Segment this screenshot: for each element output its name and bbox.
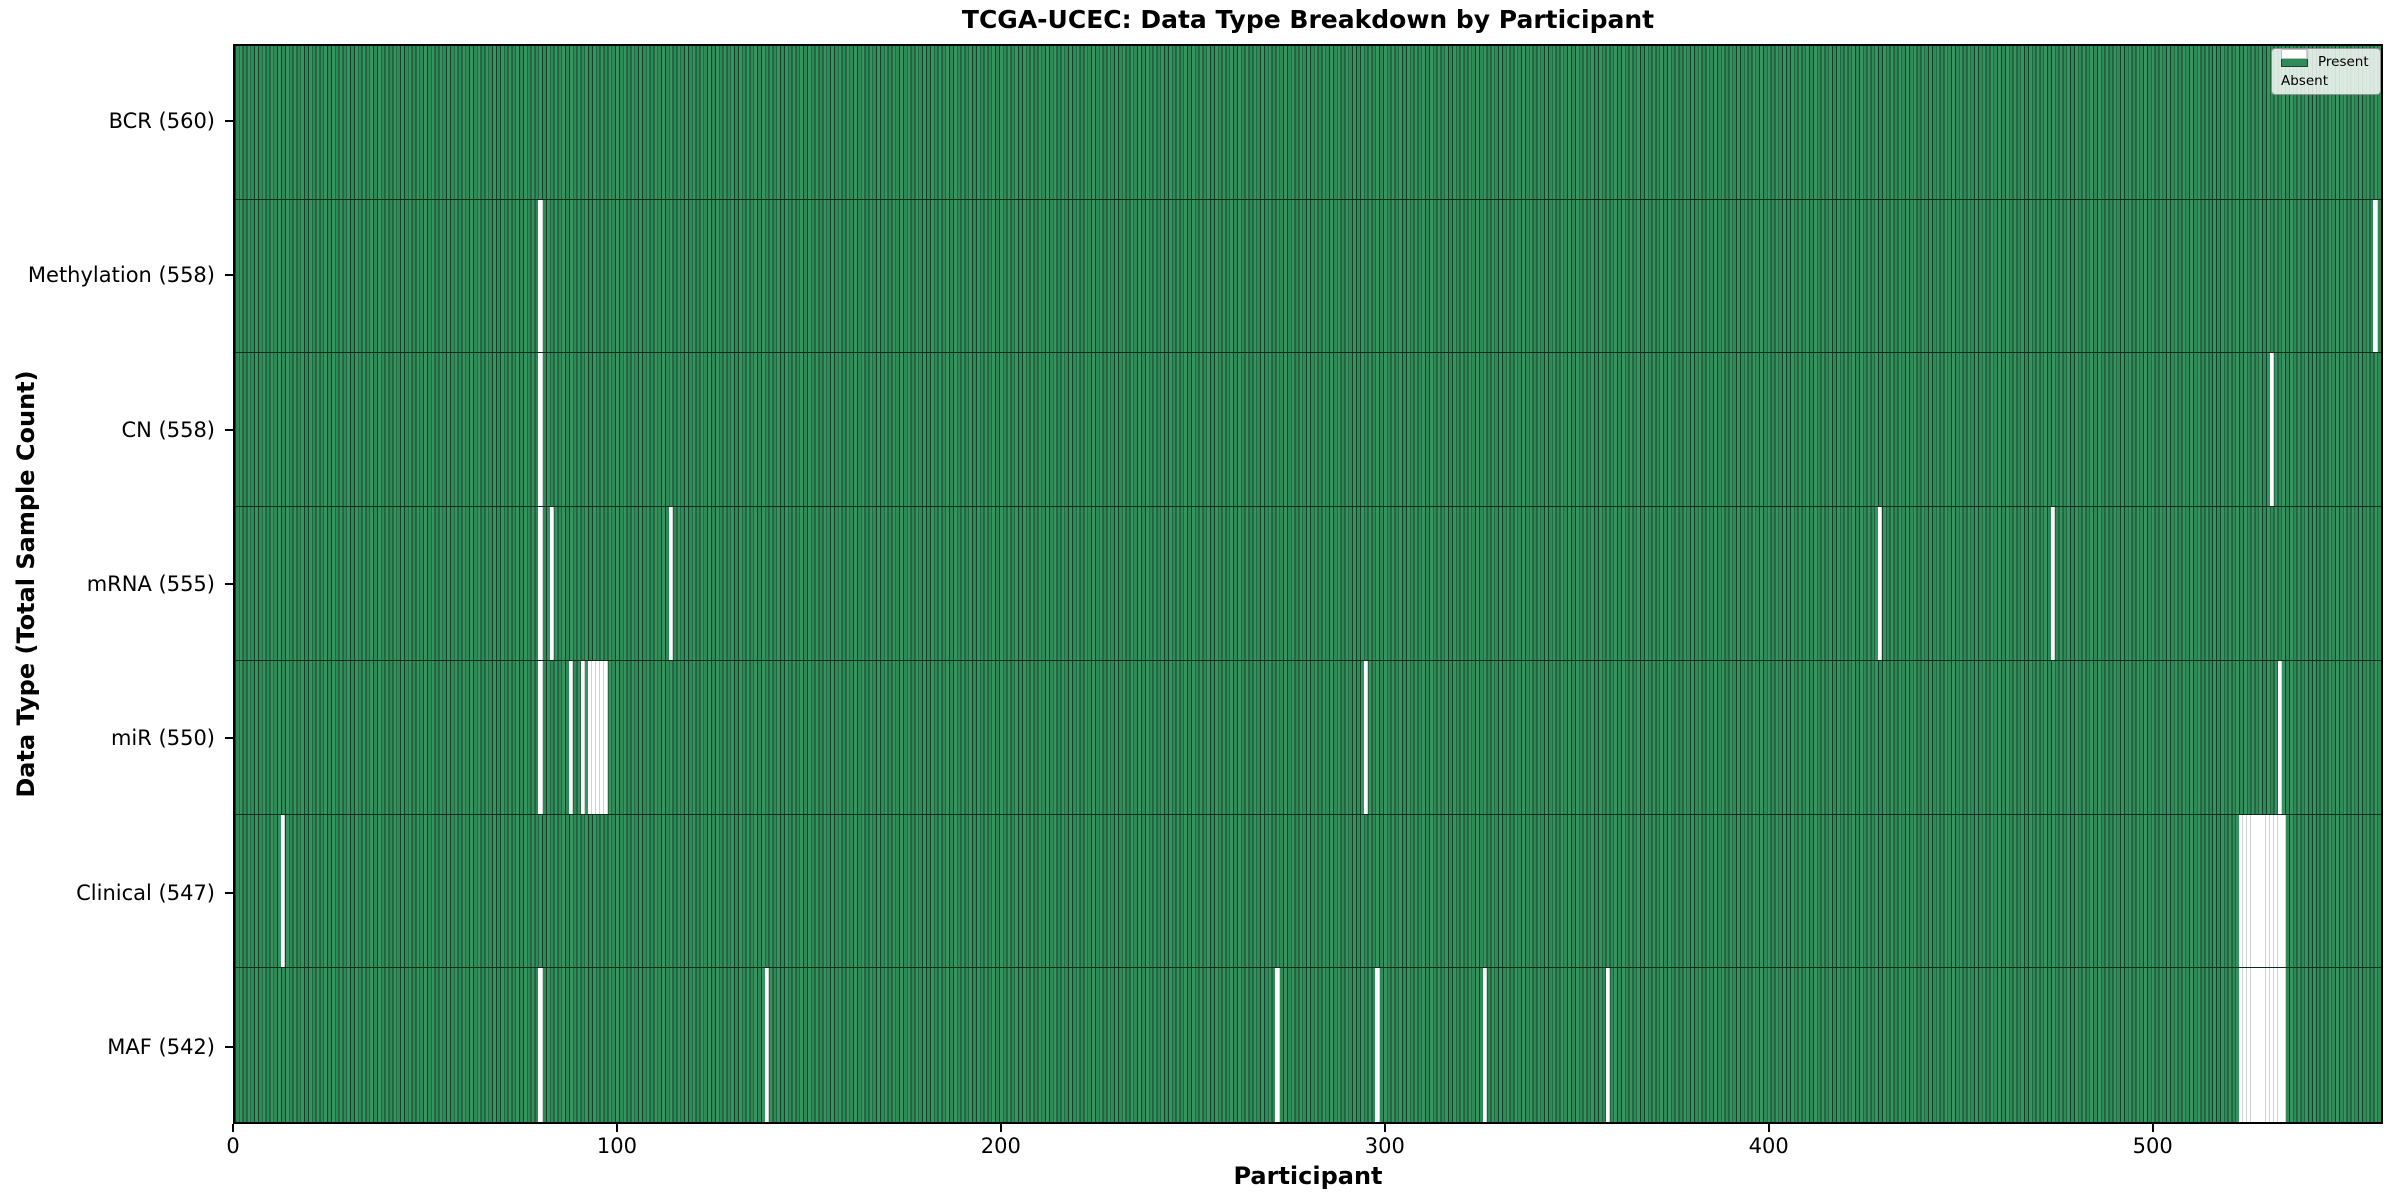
y-tick-mark — [225, 1045, 233, 1048]
x-axis-label: Participant — [1233, 1162, 1383, 1190]
absent-mark — [1363, 660, 1368, 814]
x-tick-label: 300 — [1364, 1134, 1405, 1158]
absent-mark — [1482, 968, 1487, 1122]
absent-mark — [538, 660, 543, 814]
absent-mark — [2269, 968, 2275, 1122]
absent-mark — [2262, 968, 2267, 1122]
absent-mark — [2239, 968, 2244, 1122]
absent-mark — [2373, 199, 2378, 353]
absent-mark — [603, 660, 608, 814]
legend: Present Absent — [2271, 48, 2381, 95]
absent-mark — [538, 507, 543, 660]
row-clinical — [235, 814, 2381, 969]
y-tick-mark — [225, 891, 233, 894]
x-tick-mark — [1767, 1124, 1770, 1132]
absent-mark — [2258, 814, 2263, 968]
y-tick-label: Methylation (558) — [27, 263, 215, 288]
absent-mark — [595, 660, 601, 814]
row-mrna — [235, 507, 2381, 661]
legend-label: Present — [2318, 54, 2369, 70]
y-tick-mark — [225, 583, 233, 585]
absent-mark — [580, 660, 585, 814]
absent-mark — [2277, 968, 2282, 1122]
row-bcr — [235, 46, 2381, 200]
absent-mark — [2269, 353, 2275, 507]
absent-mark — [2273, 814, 2278, 968]
y-axis-label: Data Type (Total Sample Count) — [12, 370, 40, 798]
y-tick-label: MAF (542) — [107, 1034, 215, 1059]
absent-mark — [1878, 507, 1883, 660]
absent-mark — [2277, 814, 2282, 968]
absent-mark — [588, 660, 593, 814]
x-tick-label: 100 — [596, 1134, 637, 1158]
y-tick-label: Clinical (547) — [76, 880, 215, 905]
y-tick-label: BCR (560) — [108, 109, 215, 134]
row-methylation — [235, 199, 2381, 354]
absent-mark — [2258, 968, 2263, 1122]
y-tick-label: CN (558) — [121, 417, 215, 442]
absent-mark — [2050, 507, 2056, 660]
absent-mark — [2262, 814, 2267, 968]
absent-mark — [2273, 968, 2278, 1122]
absent-mark — [2242, 814, 2248, 968]
legend-item-absent: Absent — [2281, 49, 2369, 89]
absent-mark — [549, 507, 555, 660]
x-tick-label: 400 — [1748, 1134, 1789, 1158]
plot-area — [233, 44, 2383, 1124]
absent-mark — [569, 660, 574, 814]
absent-mark — [599, 660, 604, 814]
legend-label: Absent — [2281, 73, 2328, 89]
absent-mark — [538, 353, 543, 507]
x-tick-mark — [232, 1124, 234, 1132]
x-tick-label: 0 — [226, 1134, 240, 1158]
absent-mark — [592, 660, 597, 814]
y-tick-mark — [225, 737, 233, 740]
absent-mark — [1375, 968, 1380, 1122]
row-cn — [235, 353, 2381, 508]
x-tick-mark — [999, 1124, 1002, 1132]
absent-mark — [1605, 968, 1610, 1122]
absent-mark — [2246, 968, 2252, 1122]
absent-mark — [2269, 814, 2275, 968]
row-mir — [235, 660, 2381, 815]
absent-mark — [2281, 968, 2286, 1122]
absent-swatch-icon — [2281, 49, 2308, 59]
x-tick-label: 500 — [2132, 1134, 2173, 1158]
absent-mark — [668, 507, 674, 660]
y-tick-mark — [225, 428, 233, 431]
chart-title: TCGA-UCEC: Data Type Breakdown by Partic… — [961, 5, 1655, 34]
absent-mark — [2277, 660, 2282, 814]
y-tick-mark — [225, 120, 233, 123]
absent-mark — [2250, 814, 2255, 968]
y-tick-label: mRNA (555) — [86, 572, 215, 596]
absent-mark — [281, 814, 286, 968]
absent-mark — [2246, 814, 2252, 968]
row-maf — [235, 968, 2381, 1122]
absent-mark — [538, 968, 543, 1122]
absent-mark — [2281, 814, 2286, 968]
absent-mark — [2239, 814, 2244, 968]
x-tick-mark — [1383, 1124, 1386, 1132]
absent-mark — [2250, 968, 2255, 1122]
absent-mark — [2254, 968, 2259, 1122]
x-tick-mark — [615, 1124, 618, 1132]
y-tick-mark — [225, 274, 233, 277]
absent-mark — [2254, 814, 2259, 968]
x-tick-label: 200 — [980, 1134, 1021, 1158]
y-tick-label: miR (550) — [110, 726, 215, 751]
absent-mark — [764, 968, 770, 1122]
absent-mark — [2265, 968, 2271, 1122]
x-tick-mark — [2151, 1124, 2154, 1132]
absent-mark — [1275, 968, 1280, 1122]
absent-mark — [538, 199, 543, 353]
absent-mark — [2265, 814, 2271, 968]
absent-mark — [2242, 968, 2248, 1122]
